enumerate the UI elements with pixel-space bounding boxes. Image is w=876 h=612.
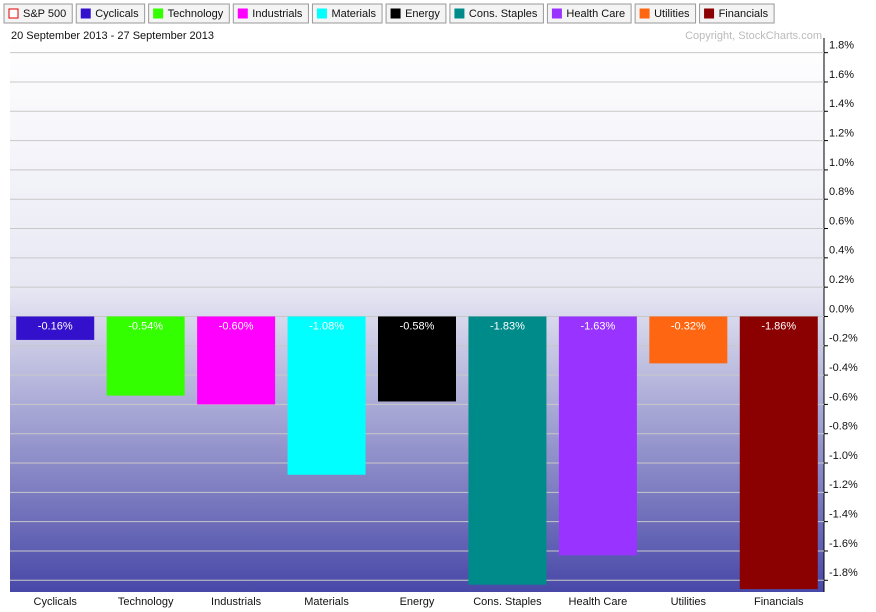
legend-swatch (80, 8, 91, 19)
bar (558, 316, 637, 556)
bar (16, 316, 95, 340)
value-label: -0.58% (400, 320, 435, 332)
legend-swatch (454, 8, 465, 19)
value-label: -0.54% (128, 320, 163, 332)
y-tick-label: -0.8% (829, 421, 858, 433)
legend-button[interactable] (75, 3, 146, 24)
legend-swatch (704, 8, 715, 19)
bar (739, 316, 818, 590)
legend-button[interactable] (699, 3, 775, 24)
value-label: -0.16% (38, 320, 73, 332)
y-tick-label: 0.6% (829, 215, 854, 227)
legend-label[interactable]: Energy (405, 8, 440, 20)
value-label: -0.32% (671, 320, 706, 332)
value-label: -1.83% (490, 320, 525, 332)
legend-label[interactable]: Technology (168, 8, 224, 20)
x-tick-label: Materials (304, 596, 349, 608)
legend-swatch (316, 8, 327, 19)
value-label: -0.60% (219, 320, 254, 332)
y-tick-label: -1.8% (829, 567, 858, 579)
value-label: -1.86% (761, 320, 796, 332)
y-tick-label: 0.0% (829, 303, 854, 315)
legend-button[interactable] (385, 3, 447, 24)
y-tick-label: 1.8% (829, 40, 854, 52)
legend-swatch (237, 8, 248, 19)
y-tick-label: 0.4% (829, 245, 854, 257)
x-tick-label: Industrials (211, 596, 262, 608)
legend-swatch (551, 8, 562, 19)
x-tick-label: Cyclicals (34, 596, 78, 608)
y-tick-label: 1.6% (829, 69, 854, 81)
bar (649, 316, 728, 364)
legend-label[interactable]: Health Care (566, 8, 625, 20)
bar (378, 316, 456, 402)
bar (197, 316, 276, 405)
legend-button[interactable] (634, 3, 697, 24)
legend-button[interactable] (232, 3, 309, 24)
legend-label[interactable]: S&P 500 (23, 8, 66, 20)
y-tick-label: 0.8% (829, 186, 854, 198)
legend-label[interactable]: Materials (331, 8, 376, 20)
y-tick-label: -1.0% (829, 450, 858, 462)
legend-label[interactable]: Cyclicals (95, 8, 139, 20)
subtitle: 20 September 2013 - 27 September 2013 (11, 30, 214, 42)
legend-swatch (390, 8, 401, 19)
plot-background (10, 38, 824, 592)
y-tick-label: 0.2% (829, 274, 854, 286)
x-tick-label: Health Care (569, 596, 628, 608)
y-tick-label: -1.6% (829, 538, 858, 550)
legend-label[interactable]: Financials (719, 8, 769, 20)
x-tick-label: Cons. Staples (473, 596, 542, 608)
x-tick-label: Utilities (671, 596, 707, 608)
legend-button[interactable] (546, 3, 632, 24)
x-tick-label: Energy (400, 596, 435, 608)
y-tick-label: -0.2% (829, 333, 858, 345)
bar (106, 316, 185, 396)
y-tick-label: -1.2% (829, 479, 858, 491)
value-label: -1.63% (580, 320, 615, 332)
bar (468, 316, 547, 585)
x-tick-label: Financials (754, 596, 804, 608)
legend-label[interactable]: Industrials (252, 8, 303, 20)
y-tick-label: 1.4% (829, 98, 854, 110)
legend-button[interactable] (3, 3, 73, 24)
y-tick-label: 1.2% (829, 127, 854, 139)
bar (287, 316, 366, 475)
legend-button[interactable] (148, 3, 230, 24)
legend-swatch (639, 8, 650, 19)
y-tick-label: -1.4% (829, 509, 858, 521)
legend-swatch (8, 8, 19, 19)
legend-label[interactable]: Cons. Staples (469, 8, 538, 20)
y-tick-label: -0.4% (829, 362, 858, 374)
legend-button[interactable] (449, 3, 544, 24)
credit: Copyright, StockCharts.com (685, 30, 822, 42)
legend-button[interactable] (311, 3, 383, 24)
y-tick-label: -0.6% (829, 391, 858, 403)
legend-label[interactable]: Utilities (654, 8, 690, 20)
value-label: -1.08% (309, 320, 344, 332)
y-tick-label: 1.0% (829, 157, 854, 169)
x-tick-label: Technology (118, 596, 174, 608)
legend-swatch (153, 8, 164, 19)
